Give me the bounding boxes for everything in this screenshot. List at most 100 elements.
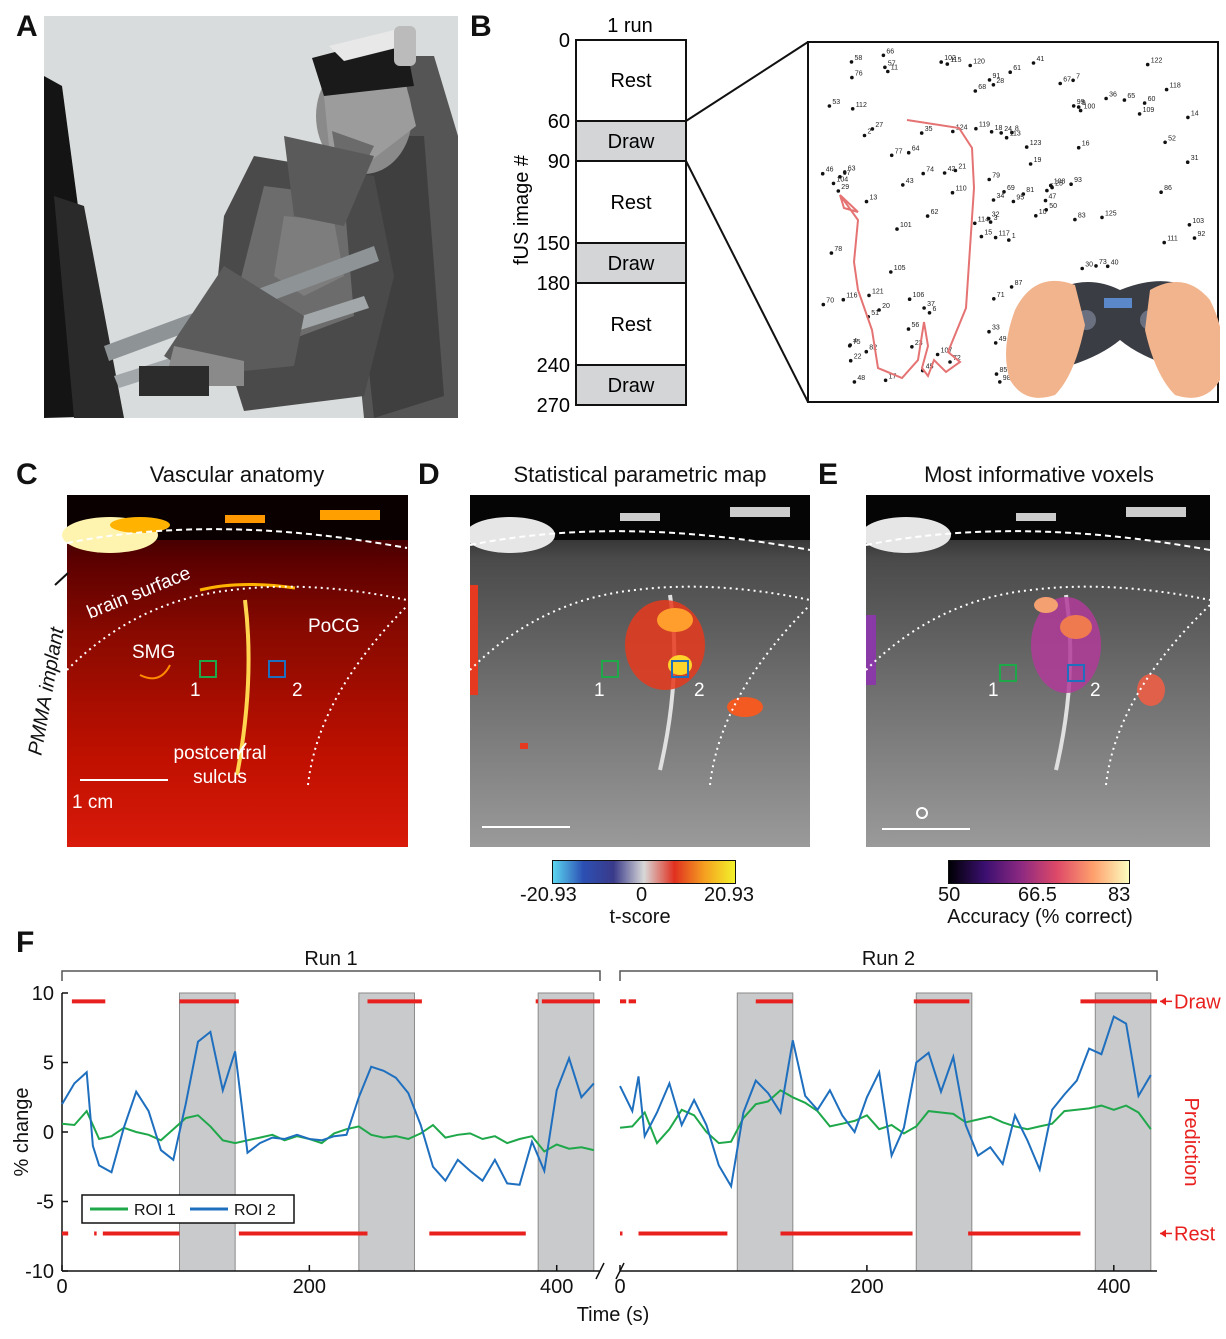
- dot-label: 85: [1000, 367, 1008, 374]
- axis-break: [615, 1262, 625, 1280]
- dot-label: 46: [826, 167, 834, 174]
- block-label: Draw: [608, 375, 655, 397]
- draw-period-shade: [736, 992, 794, 1272]
- legend-label-roi-2: ROI 2: [234, 1202, 276, 1219]
- dot-label: 33: [992, 325, 1000, 332]
- colorbar-tick: -20.93: [520, 884, 577, 906]
- colorbar-label: Accuracy (% correct): [947, 906, 1133, 928]
- dot-label: 111: [1167, 236, 1178, 243]
- dot-number: 116: [841, 293, 858, 302]
- dot-point: [886, 69, 890, 74]
- x-tick-label: 200: [293, 1276, 326, 1298]
- dot-point: [998, 380, 1002, 384]
- dot-number: 113: [1004, 131, 1021, 140]
- dot-label: 116: [846, 293, 857, 300]
- dot-label: 15: [984, 230, 992, 237]
- block-draw-2: [575, 242, 687, 284]
- dot-point: [1069, 182, 1073, 186]
- dot-label: 45: [926, 364, 934, 371]
- dot-label: 121: [872, 288, 884, 295]
- draw-period-shade: [537, 992, 595, 1272]
- dot-point: [1076, 105, 1081, 109]
- run-label: Run 2: [862, 948, 915, 970]
- dot-number: 86: [1159, 185, 1172, 194]
- legend: ROI 1 ROI 2: [81, 1194, 295, 1224]
- dot-label: 110: [956, 186, 967, 193]
- dot-label: 125: [1105, 210, 1117, 217]
- dot-point: [927, 311, 932, 315]
- dot-number: 79: [987, 173, 1000, 182]
- sulcus-label-line: postcentral: [173, 743, 267, 764]
- dot-point: [1164, 87, 1169, 92]
- dot-label: 47: [1049, 194, 1057, 201]
- dot-number: 6: [927, 306, 937, 315]
- dot-point: [1142, 101, 1147, 105]
- x-tick-label: 200: [850, 1276, 883, 1298]
- roi-1-box: [601, 660, 619, 678]
- dot-number: 16: [1076, 141, 1090, 150]
- dot-label: 13: [870, 195, 878, 202]
- dot-number: 24: [999, 126, 1012, 135]
- dot-number: 121: [867, 288, 884, 298]
- dot-label: 76: [855, 71, 863, 78]
- dot-label: 106: [913, 292, 925, 299]
- participant-illustration: [44, 16, 458, 418]
- x-tick-label: 0: [614, 1276, 625, 1298]
- draw-label: Draw: [1174, 991, 1221, 1013]
- colorbar-tick: 20.93: [704, 884, 755, 906]
- colorbar-tick: 83: [1108, 884, 1131, 906]
- dot-number: 29: [836, 184, 849, 193]
- dot-point: [907, 297, 912, 302]
- fus-ticks: 0 60 90 150 180 240 270: [537, 30, 570, 417]
- dot-point: [935, 352, 940, 357]
- dot-label: 49: [999, 336, 1007, 343]
- roi-2-box: [671, 660, 689, 678]
- task-schematic: 1 run fUS image # Rest Draw Rest Draw Re…: [500, 10, 1224, 420]
- x-axis-label: Time (s): [577, 1304, 650, 1326]
- dot-number: 69: [1002, 185, 1015, 194]
- dot-label: 62: [931, 209, 939, 216]
- dot-number: 99: [1071, 99, 1085, 108]
- dot-number: 48: [852, 375, 865, 384]
- timecourse-chart: Run 1 0 200 400 Run 2 0 200 400 10 5 0 -5 -10 % chang…: [0, 940, 1226, 1334]
- dot-number: 75: [847, 339, 861, 348]
- dot-number: 101: [895, 222, 912, 231]
- dot-number: 37: [922, 301, 935, 310]
- dot-number: 123: [1024, 140, 1041, 149]
- dot-point: [950, 190, 955, 195]
- dot-number: 27: [870, 122, 883, 131]
- drawn-trace: [839, 119, 976, 380]
- dot-label: 27: [875, 122, 883, 129]
- dot-point: [1034, 214, 1038, 218]
- dot-number: 92: [1192, 231, 1205, 240]
- dot-point: [988, 220, 993, 224]
- dot-point: [968, 63, 972, 68]
- dot-label: 112: [856, 102, 867, 109]
- dot-point: [1071, 78, 1075, 83]
- dot-number: 109: [1137, 107, 1154, 116]
- roi-2-box: [268, 660, 286, 678]
- dot-number: 28: [991, 78, 1004, 87]
- dot-number: 15: [979, 230, 992, 239]
- dot-point: [1162, 240, 1166, 245]
- dot-point: [889, 270, 893, 274]
- dot-number: 112: [850, 102, 867, 111]
- colorbar-tick: 0: [636, 884, 648, 906]
- dot-number: 46: [820, 167, 834, 176]
- dot-label: 10: [1039, 209, 1047, 216]
- statistical-map-image: [465, 495, 811, 847]
- dot-point: [831, 181, 836, 186]
- dot-label: 6: [933, 306, 937, 313]
- run-bracket: [619, 970, 1158, 981]
- dot-point: [877, 308, 881, 312]
- fus-axis-label: fUS image #: [511, 154, 533, 265]
- y-tick-label: 5: [43, 1053, 54, 1075]
- fus-tick: 180: [537, 273, 570, 295]
- dot-label: 118: [1170, 83, 1181, 90]
- dot-point: [973, 221, 977, 226]
- dot-point: [992, 297, 996, 301]
- dot-label: 41: [1037, 56, 1045, 63]
- implant-arrow: [54, 572, 69, 586]
- informative-voxels-image: [861, 495, 1211, 847]
- dot-label: 56: [912, 322, 920, 329]
